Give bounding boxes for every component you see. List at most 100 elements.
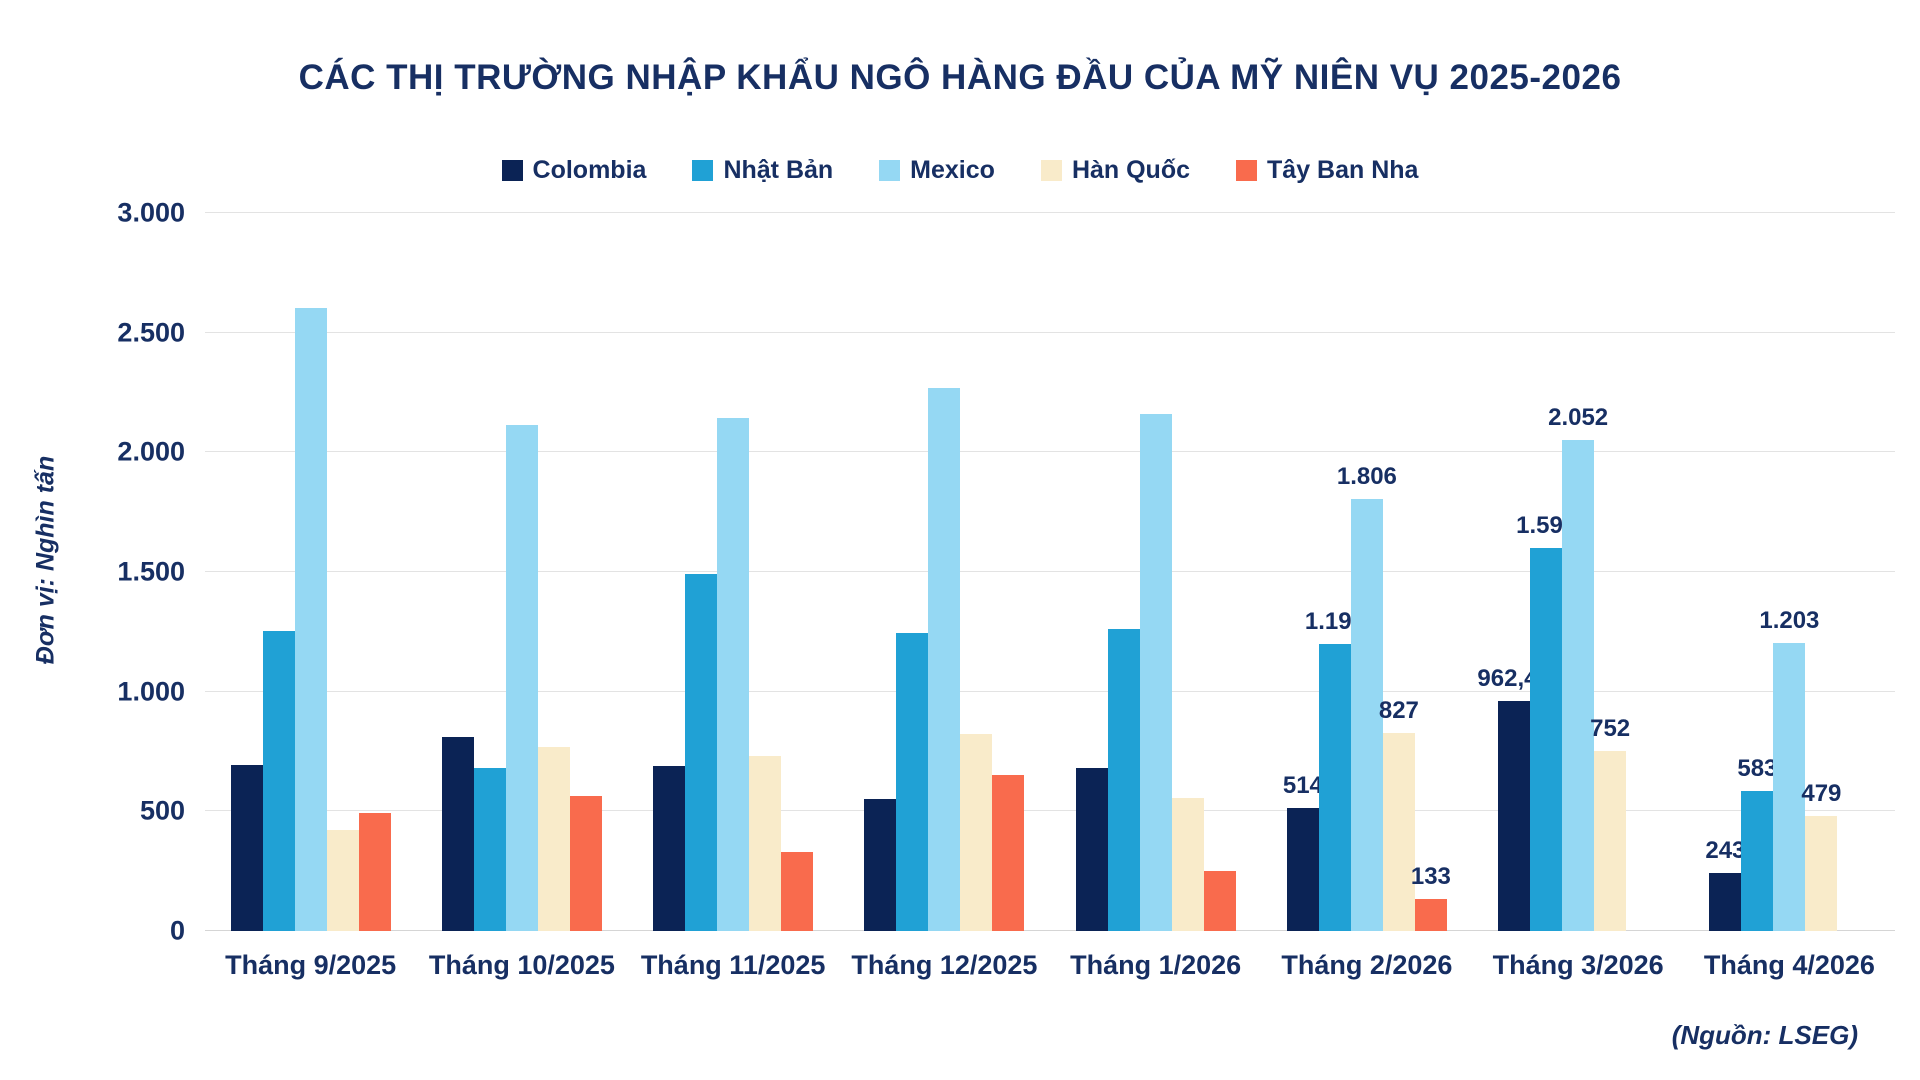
bar-slot xyxy=(537,213,570,931)
x-tick-label-1: Tháng 10/2025 xyxy=(428,950,615,980)
bar-slot: 133 xyxy=(1411,213,1451,931)
bar-slot: 1.599 xyxy=(1516,213,1576,931)
legend-swatch-icon xyxy=(1236,160,1258,181)
bar-0-6 xyxy=(1498,700,1531,931)
bar-slot xyxy=(1107,213,1140,931)
gridline xyxy=(205,690,1895,692)
bar-3-7 xyxy=(1805,816,1838,931)
bar-1-5 xyxy=(1318,644,1351,931)
y-tick-label: 3.000 xyxy=(117,197,185,228)
bar-value-label: 479 xyxy=(1801,780,1842,808)
bar-slot: 1.203 xyxy=(1759,213,1819,931)
bar-slot xyxy=(685,213,718,931)
legend-item-1: Nhật Bản xyxy=(692,156,833,185)
bar-slot: 583 xyxy=(1737,213,1777,931)
bar-3-0 xyxy=(326,830,359,931)
bar-4-1 xyxy=(569,795,602,931)
legend-swatch-icon xyxy=(1040,160,1062,181)
bar-2-7 xyxy=(1773,643,1806,931)
bar-value-label: 133 xyxy=(1410,863,1451,891)
bars xyxy=(230,213,391,931)
bars: 514 1.199 1.806 827 133 xyxy=(1283,213,1451,931)
bar-slot xyxy=(262,213,295,931)
bar-value-label: 2.052 xyxy=(1548,403,1609,431)
bar-3-1 xyxy=(537,746,570,931)
legend-swatch-icon xyxy=(501,160,523,181)
bar-group-5: 514 1.199 1.806 827 133 xyxy=(1261,213,1472,931)
bars xyxy=(653,213,814,931)
bar-slot xyxy=(294,213,327,931)
bar-3-2 xyxy=(749,756,782,931)
bar-slot xyxy=(569,213,602,931)
legend: Colombia Nhật Bản Mexico Hàn Quốc Tây Ban Nh… xyxy=(0,156,1920,185)
bar-1-0 xyxy=(262,630,295,931)
bar-slot xyxy=(1626,213,1658,931)
bar-3-3 xyxy=(960,733,993,931)
gridline xyxy=(205,930,1895,931)
y-axis-ticks: 0 500 1.000 1.500 2.000 2.500 3.000 xyxy=(90,198,185,946)
bar-slot xyxy=(717,213,750,931)
legend-label: Hàn Quốc xyxy=(1071,156,1191,184)
gridline xyxy=(205,451,1895,453)
bar-1-6 xyxy=(1530,548,1563,931)
y-tick-label: 500 xyxy=(139,795,185,826)
legend-item-0: Colombia xyxy=(501,156,647,185)
bar-slot xyxy=(1837,213,1869,931)
bar-slot: 827 xyxy=(1379,213,1419,931)
bar-slot xyxy=(473,213,506,931)
x-tick-label-2: Tháng 11/2025 xyxy=(640,950,826,980)
legend-item-3: Hàn Quốc xyxy=(1040,156,1191,185)
bar-slot xyxy=(896,213,929,931)
bar-0-3 xyxy=(864,799,897,931)
bar-slot xyxy=(960,213,993,931)
legend-label: Colombia xyxy=(532,156,647,184)
x-tick-label-4: Tháng 1/2026 xyxy=(1070,950,1242,980)
gridline xyxy=(205,331,1895,333)
bar-0-2 xyxy=(653,765,686,931)
bar-slot xyxy=(326,213,359,931)
bar-0-5 xyxy=(1286,807,1319,931)
legend-item-4: Tây Ban Nha xyxy=(1236,156,1418,185)
bar-1-3 xyxy=(896,633,929,931)
legend-label: Mexico xyxy=(910,156,995,184)
legend-label: Tây Ban Nha xyxy=(1267,156,1419,184)
bar-1-2 xyxy=(685,574,718,931)
bar-4-3 xyxy=(992,775,1025,931)
bar-slot: 243 xyxy=(1705,213,1745,931)
legend-item-2: Mexico xyxy=(879,156,995,185)
bar-slot: 1.806 xyxy=(1337,213,1397,931)
legend-swatch-icon xyxy=(692,160,714,181)
bar-slot xyxy=(781,213,814,931)
bar-group-2 xyxy=(628,213,839,931)
bar-slot: 1.199 xyxy=(1305,213,1365,931)
bar-slot: 479 xyxy=(1801,213,1841,931)
bar-slot xyxy=(1139,213,1172,931)
bar-0-4 xyxy=(1075,768,1108,931)
x-tick-label-6: Tháng 3/2026 xyxy=(1492,950,1664,980)
y-tick-label: 2.000 xyxy=(117,436,185,467)
x-tick-label-7: Tháng 4/2026 xyxy=(1703,950,1875,980)
bar-4-4 xyxy=(1203,871,1236,931)
x-tick-label-3: Tháng 12/2025 xyxy=(851,950,1038,980)
bar-1-4 xyxy=(1107,629,1140,931)
bar-value-label: 583 xyxy=(1737,755,1778,783)
x-tick-label-0: Tháng 9/2025 xyxy=(225,950,397,980)
bars: 962,44 1.599 2.052 752 xyxy=(1477,213,1658,931)
y-tick-label: 1.500 xyxy=(117,556,185,587)
bar-0-1 xyxy=(441,737,474,931)
bar-1-1 xyxy=(473,768,506,931)
bar-2-5 xyxy=(1350,498,1383,931)
bar-slot xyxy=(505,213,538,931)
bar-slot xyxy=(358,213,391,931)
bar-value-label: 1.203 xyxy=(1759,607,1820,635)
bar-4-5 xyxy=(1414,899,1447,931)
x-tick-label-5: Tháng 2/2026 xyxy=(1281,950,1453,980)
bar-groups: 514 1.199 1.806 827 133 962,44 1.599 2.052 752 24… xyxy=(205,213,1895,931)
bar-2-4 xyxy=(1139,414,1172,931)
gridline xyxy=(205,810,1895,812)
bar-slot xyxy=(653,213,686,931)
bar-3-5 xyxy=(1382,733,1415,931)
bar-3-6 xyxy=(1594,751,1627,931)
bar-4-0 xyxy=(358,812,391,931)
